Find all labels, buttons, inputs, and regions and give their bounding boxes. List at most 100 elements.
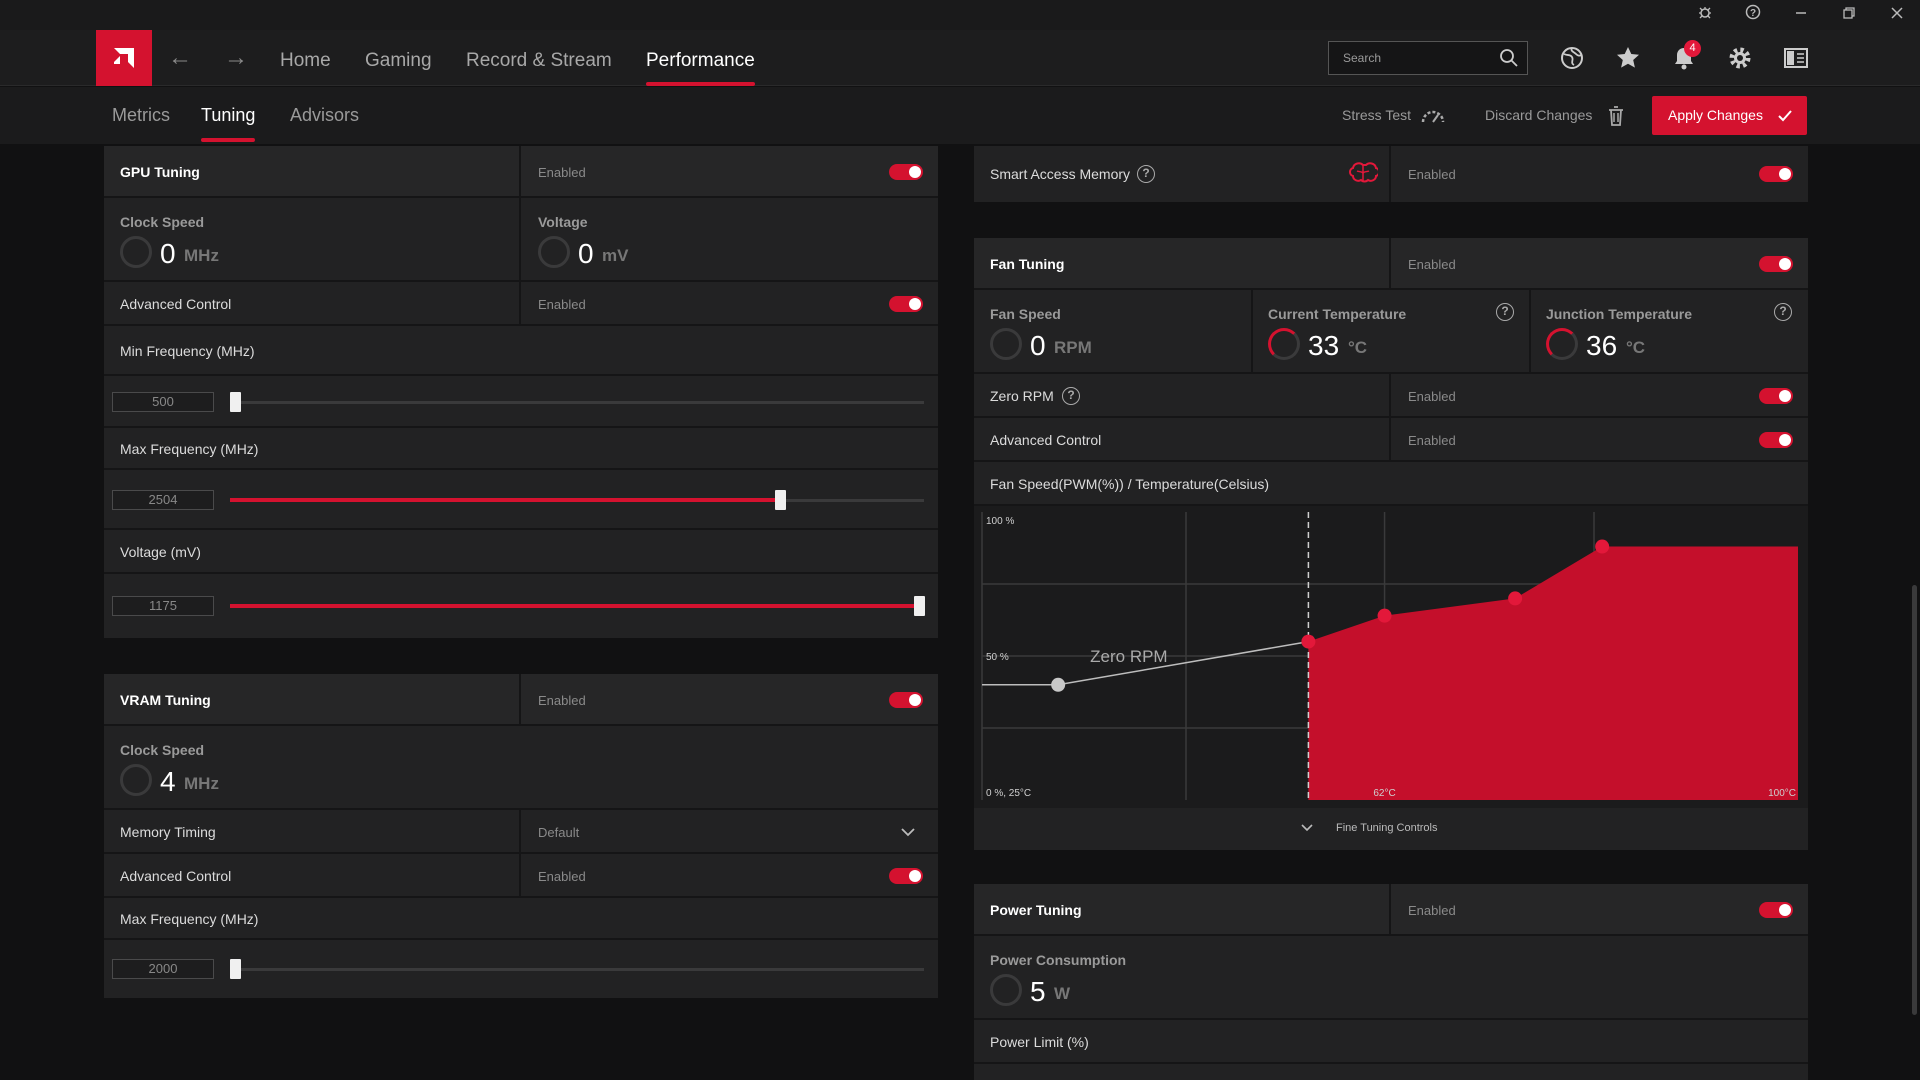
junction-temp-gauge (1546, 328, 1578, 360)
fan-curve-chart[interactable]: 100 % 50 % 0 %, 25°C 62°C 100°C Zero RPM (974, 506, 1808, 808)
minimize-icon[interactable] (1790, 4, 1812, 26)
zero-rpm-row: Zero RPM ? Enabled (974, 374, 1808, 418)
junction-temp-value: 36 (1586, 330, 1618, 361)
search-placeholder: Search (1343, 51, 1382, 65)
min-frequency-input[interactable]: 500 (112, 392, 214, 412)
vram-advanced-control-status: Enabled (538, 869, 586, 884)
gear-icon[interactable] (1726, 44, 1754, 72)
search-input[interactable]: Search (1328, 41, 1528, 75)
page-scrollbar[interactable] (1912, 585, 1917, 1015)
chart-point[interactable] (1508, 591, 1523, 606)
bug-report-icon[interactable] (1694, 4, 1716, 26)
stress-test-gauge-icon[interactable] (1420, 105, 1446, 125)
nav-gaming[interactable]: Gaming (365, 50, 432, 71)
forward-arrow-icon[interactable]: → (224, 44, 248, 71)
vram-clock-speed-label: Clock Speed (120, 742, 205, 758)
ytick-label: 100 % (986, 516, 1014, 527)
zero-rpm-help-icon[interactable]: ? (1062, 387, 1080, 405)
gpu-advanced-control-toggle[interactable] (889, 296, 923, 312)
stress-test-button[interactable]: Stress Test (1342, 87, 1442, 144)
tab-tuning[interactable]: Tuning (201, 87, 256, 144)
gpu-clock-gauge (120, 236, 152, 268)
junction-temp-help-icon[interactable]: ? (1774, 303, 1792, 321)
power-tuning-toggle[interactable] (1759, 902, 1793, 918)
vram-tuning-title: VRAM Tuning (120, 692, 211, 708)
star-icon[interactable] (1614, 44, 1642, 72)
power-consumption-gauge (990, 974, 1022, 1006)
discard-changes-button[interactable]: Discard Changes (1485, 87, 1592, 144)
vram-tuning-toggle[interactable] (889, 692, 923, 708)
vram-max-frequency-label-row: Max Frequency (MHz) (104, 898, 938, 940)
vram-max-frequency-label: Max Frequency (MHz) (120, 911, 259, 927)
chart-point[interactable] (1051, 677, 1066, 692)
voltage-label-row: Voltage (mV) (104, 530, 938, 574)
brain-icon (1349, 162, 1378, 183)
fan-advanced-control-toggle[interactable] (1759, 432, 1793, 448)
sidebar-panel-icon[interactable] (1782, 44, 1810, 72)
sam-help-icon[interactable]: ? (1137, 165, 1155, 183)
fan-speed-label: Fan Speed (990, 306, 1061, 322)
close-icon[interactable] (1886, 4, 1908, 26)
fine-tuning-row[interactable]: Fine Tuning Controls (974, 808, 1808, 850)
apply-changes-button[interactable]: Apply Changes (1652, 96, 1807, 135)
smart-access-memory-row: Smart Access Memory ? Enabled (974, 146, 1808, 202)
gpu-tuning-toggle[interactable] (889, 164, 923, 180)
vram-clock-row: Clock Speed 4 MHz (104, 726, 938, 810)
fine-tuning-label[interactable]: Fine Tuning Controls (1336, 822, 1438, 834)
zero-rpm-toggle[interactable] (1759, 388, 1793, 404)
nav-record-stream[interactable]: Record & Stream (466, 50, 612, 71)
gpu-voltage-unit: mV (602, 246, 629, 265)
gpu-tuning-panel: GPU Tuning Enabled Clock Speed 0 MHz Vol… (104, 146, 938, 638)
chevron-down-icon[interactable] (1300, 822, 1314, 834)
smart-access-memory-toggle[interactable] (1759, 166, 1793, 182)
chart-point[interactable] (1301, 634, 1316, 649)
memory-timing-value[interactable]: Default (538, 825, 580, 840)
vram-advanced-control-row: Advanced Control Enabled (104, 854, 938, 898)
junction-temp-unit: °C (1626, 338, 1646, 357)
amd-logo[interactable] (96, 30, 152, 86)
gpu-voltage-gauge (538, 236, 570, 268)
check-icon (1778, 110, 1792, 122)
smart-access-memory-label: Smart Access Memory (990, 166, 1131, 182)
nav-performance[interactable]: Performance (646, 30, 755, 86)
nav-home[interactable]: Home (280, 50, 331, 71)
globe-icon[interactable] (1558, 44, 1586, 72)
search-icon[interactable] (1499, 48, 1519, 68)
gpu-clock-value: 0 (160, 238, 176, 269)
max-frequency-thumb[interactable] (775, 490, 786, 510)
voltage-slider-row: 1175 (104, 574, 938, 638)
gpu-voltage-value: 0 (578, 238, 594, 269)
vram-max-frequency-track[interactable] (230, 968, 924, 971)
voltage-slider-label: Voltage (mV) (120, 544, 201, 560)
fan-speed-gauge (990, 328, 1022, 360)
smart-access-memory-panel: Smart Access Memory ? Enabled (974, 146, 1808, 202)
tab-metrics[interactable]: Metrics (112, 105, 170, 125)
zero-rpm-annotation: Zero RPM (1090, 647, 1167, 666)
vram-advanced-control-toggle[interactable] (889, 868, 923, 884)
back-arrow-icon[interactable]: ← (168, 44, 192, 71)
tab-advisors[interactable]: Advisors (290, 105, 360, 125)
min-frequency-track[interactable] (230, 401, 924, 404)
gpu-advanced-control-row: Advanced Control Enabled (104, 282, 938, 326)
vram-tuning-status: Enabled (538, 693, 586, 708)
trash-icon[interactable] (1606, 105, 1626, 127)
min-frequency-thumb[interactable] (230, 392, 241, 412)
min-frequency-label-row: Min Frequency (MHz) (104, 326, 938, 376)
fan-tuning-toggle[interactable] (1759, 256, 1793, 272)
power-consumption-row: Power Consumption 5 W (974, 936, 1808, 1020)
vram-max-frequency-input[interactable]: 2000 (112, 959, 214, 979)
chart-point[interactable] (1377, 608, 1392, 623)
chart-area-fill (1308, 546, 1798, 800)
vram-clock-value: 4 (160, 766, 176, 797)
restore-icon[interactable] (1838, 4, 1860, 26)
current-temp-help-icon[interactable]: ? (1496, 303, 1514, 321)
fan-curve-label: Fan Speed(PWM(%)) / Temperature(Celsius) (990, 476, 1270, 492)
fan-speed-value: 0 (1030, 330, 1046, 361)
voltage-thumb[interactable] (914, 596, 925, 616)
vram-max-frequency-thumb[interactable] (230, 959, 241, 979)
help-icon[interactable]: ? (1742, 4, 1764, 26)
max-frequency-input[interactable]: 2504 (112, 490, 214, 510)
voltage-input[interactable]: 1175 (112, 596, 214, 616)
chart-point[interactable] (1595, 539, 1610, 554)
chevron-down-icon[interactable] (900, 825, 916, 839)
